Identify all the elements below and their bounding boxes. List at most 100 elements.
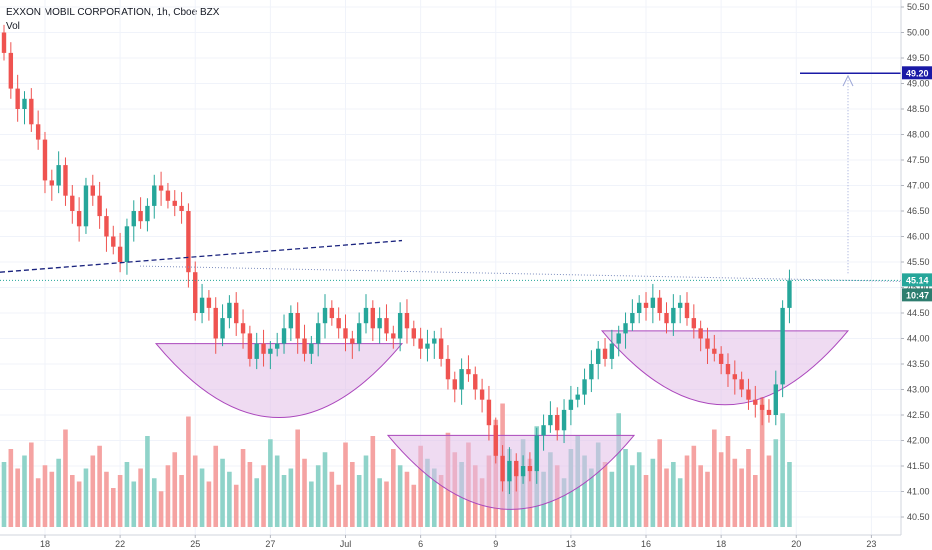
target-price-tag-box — [902, 66, 932, 80]
candle-body — [486, 399, 492, 426]
price-tick-label: 42.00 — [907, 436, 930, 446]
candle-body — [514, 460, 519, 477]
candle-body — [42, 139, 48, 181]
candle-body — [630, 313, 635, 324]
volume-bar — [787, 462, 792, 527]
legend-volume-label: Vol — [6, 21, 20, 32]
price-tick-label: 46.50 — [907, 206, 930, 216]
candle-body — [165, 190, 171, 201]
candle-body — [452, 379, 457, 390]
price-tick-label: 41.00 — [907, 487, 930, 497]
volume-bar — [199, 468, 205, 527]
volume-bar — [315, 465, 321, 527]
volume-bar — [29, 442, 34, 527]
candle-body — [602, 348, 608, 359]
volume-bar — [90, 455, 96, 527]
volume-bar — [739, 468, 744, 527]
candle-body — [186, 211, 191, 273]
volume-bar — [636, 452, 642, 527]
grid-lines — [0, 0, 901, 535]
volume-bar — [124, 462, 130, 527]
volume-bar — [233, 484, 239, 527]
candle-body — [1, 32, 7, 53]
candle-body — [609, 343, 615, 359]
candle-body — [418, 338, 423, 349]
candle-body — [206, 297, 212, 308]
volume-bar — [322, 452, 328, 527]
volume-bar — [179, 475, 184, 527]
volume-bar — [131, 481, 137, 527]
volume-bar — [780, 413, 785, 527]
candle-body — [363, 307, 369, 324]
volume-bar — [158, 491, 164, 527]
price-tick-label: 47.00 — [907, 181, 930, 191]
volume-bar — [377, 478, 382, 527]
candle-body — [281, 328, 287, 344]
time-tick-label: 23 — [866, 539, 876, 549]
trend-line — [0, 239, 403, 273]
candle-body — [705, 338, 710, 349]
price-tick-label: 42.50 — [907, 410, 930, 420]
candle-body — [759, 404, 765, 410]
candles — [1, 24, 792, 495]
countdown-tag-label: 10:47 — [906, 290, 929, 300]
volume-bar — [411, 484, 417, 527]
candle-body — [636, 302, 642, 313]
candle-body — [623, 323, 628, 334]
candle-body — [309, 343, 314, 354]
candle-body — [90, 185, 95, 196]
cup-shape-left — [154, 343, 404, 418]
volume-bar — [623, 449, 628, 527]
volume-bar — [110, 488, 116, 527]
target-price-tag-label: 49.20 — [906, 68, 929, 78]
volume-bar — [766, 455, 772, 527]
volume-bar — [138, 468, 143, 527]
candle-body — [49, 180, 55, 186]
candle-body — [22, 98, 27, 109]
candle-body — [117, 246, 123, 262]
volume-bar — [350, 462, 355, 527]
candle-body — [397, 313, 403, 339]
cup-shape-right — [600, 330, 850, 406]
volume-bar — [712, 429, 717, 527]
candle-body — [83, 185, 89, 227]
candle-body — [773, 384, 778, 415]
time-tick-label: 25 — [190, 539, 200, 549]
volume-bar — [295, 429, 300, 527]
candle-body — [145, 205, 150, 222]
neckline — [139, 265, 902, 282]
price-tick-label: 49.00 — [907, 79, 930, 89]
time-tick-label: 16 — [641, 539, 651, 549]
price-tick-label: 40.50 — [907, 512, 930, 522]
candle-body — [295, 313, 300, 339]
candle-body — [356, 323, 362, 344]
price-tick-label: 41.50 — [907, 461, 930, 471]
last-price-tag-box — [902, 273, 932, 287]
volume-bar — [384, 481, 389, 527]
candle-body — [227, 302, 232, 319]
candle-body — [753, 399, 758, 405]
candle-body — [97, 195, 102, 217]
volume-bar — [616, 413, 621, 527]
volume-bar — [561, 478, 567, 527]
candle-body — [56, 165, 61, 186]
target-price-tag: 49.20 — [902, 66, 932, 80]
volume-bar — [705, 471, 710, 527]
candle-body — [582, 379, 587, 395]
time-tick-label: Jul — [340, 539, 352, 549]
candle-body — [684, 302, 690, 319]
candle-body — [8, 52, 14, 89]
time-tick-label: 27 — [265, 539, 275, 549]
volume-bar — [172, 452, 178, 527]
candle-body — [254, 343, 259, 359]
candle-body — [350, 338, 355, 344]
candle-body — [377, 318, 382, 329]
candle-body — [63, 165, 68, 196]
volume-bar — [227, 471, 232, 527]
volume-bar — [732, 458, 738, 527]
volume-bar — [104, 471, 109, 527]
volume-bar — [356, 475, 362, 527]
volume-bar — [56, 458, 61, 527]
price-tick-label: 44.50 — [907, 308, 930, 318]
